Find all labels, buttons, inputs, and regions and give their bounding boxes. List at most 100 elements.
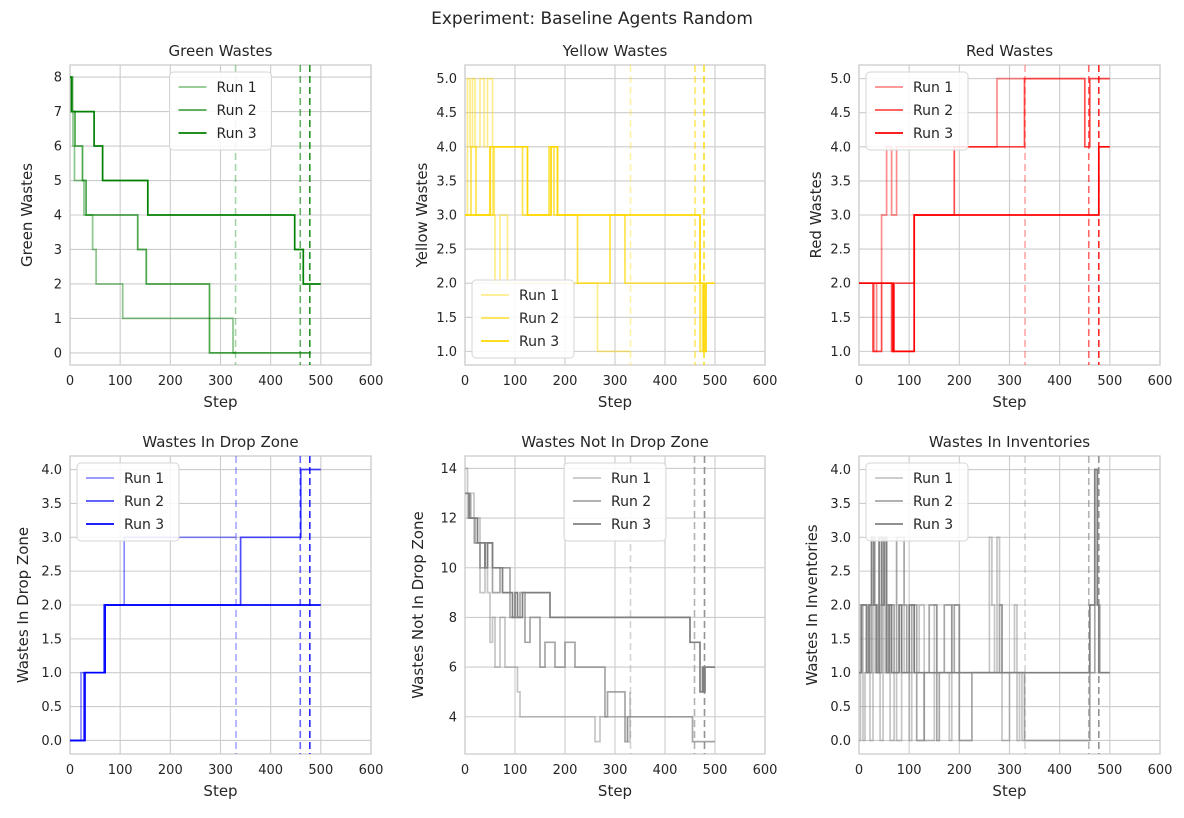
panel-5: 0 100 200 300 400 500 600 4 6 8 10 12 14 Wastes Not I… [409, 433, 777, 800]
panel-4-ytick-3: 1.5 [41, 632, 62, 647]
panel-1: 0 100 200 300 400 500 600 0 1 2 3 4 5 6 7 8 Green Wastes… [18, 42, 383, 411]
panel-6-xtick-6: 600 [1148, 763, 1173, 778]
panel-2-title: Yellow Wastes [562, 42, 668, 60]
panel-5-legend-label-2: Run 2 [611, 494, 651, 510]
panel-6-title: Wastes In Inventories [929, 433, 1090, 451]
panel-5-ytick-1: 6 [449, 661, 457, 676]
panel-6-legend-label-3: Run 3 [913, 517, 953, 533]
panel-6-xtick-0: 0 [855, 763, 863, 778]
panel-3-xlabel: Step [992, 393, 1026, 411]
panel-6-ylabel: Wastes In Inventories [803, 524, 821, 685]
panel-3-ytick-5: 3.5 [830, 174, 851, 189]
panel-3-title: Red Wastes [966, 42, 1053, 60]
panel-6-legend-label-2: Run 2 [913, 494, 953, 510]
panel-3-xtick-6: 600 [1148, 374, 1173, 389]
panel-4-ytick-4: 2.0 [41, 599, 62, 614]
panel-1-ytick-3: 3 [54, 243, 62, 258]
panel-4-xtick-3: 300 [208, 763, 233, 778]
panel-5-series-3-line [465, 492, 715, 693]
panel-2-legend-label-2: Run 2 [519, 311, 559, 327]
panel-1-series-3-line [70, 76, 321, 285]
panel-5-ytick-4: 12 [440, 512, 457, 527]
panel-3-ytick-8: 5.0 [830, 72, 851, 87]
panel-1-xtick-0: 0 [66, 374, 74, 389]
panel-2-xtick-1: 100 [503, 374, 528, 389]
panel-3-xtick-2: 200 [947, 374, 972, 389]
panel-6-ytick-3: 1.5 [830, 632, 851, 647]
panel-5-frame [464, 455, 766, 755]
panel-4-series-3-line [70, 604, 321, 742]
panel-2-legend-label-1: Run 1 [519, 288, 559, 304]
panel-2-xlabel: Step [598, 393, 632, 411]
panel-2-xtick-3: 300 [603, 374, 628, 389]
panel-3-ytick-2: 2.0 [830, 277, 851, 292]
panel-2-ytick-0: 1.0 [436, 345, 457, 360]
panel-6-ytick-0: 0.0 [830, 734, 851, 749]
panel-3-legend-box [865, 71, 969, 151]
panel-2-ytick-1: 1.5 [436, 311, 457, 326]
panel-5-legend-label-3: Run 3 [611, 517, 651, 533]
panel-2: 0 100 200 300 400 500 600 1.0 1.5 2.0 2.5 3.0 3.5 4.0… [413, 42, 777, 411]
panel-3-ytick-7: 4.5 [830, 106, 851, 121]
panel-3-ytick-1: 1.5 [830, 311, 851, 326]
panel-2-series-3-line [465, 145, 715, 353]
panel-2-legend-label-3: Run 3 [519, 334, 559, 350]
panel-1-legend-label-3: Run 3 [217, 126, 257, 142]
panel-4-legend-label-3: Run 3 [124, 517, 164, 533]
panel-1-legend-box [169, 71, 272, 151]
panel-6-ytick-7: 3.5 [830, 497, 851, 512]
panel-6: 0 100 200 300 400 500 600 0.0 0.5 1.0 1.5 2.0 2.5 3.0… [803, 433, 1172, 800]
panel-4-xtick-5: 500 [308, 763, 333, 778]
panel-5-ytick-3: 10 [440, 561, 457, 576]
panel-2-xtick-4: 400 [653, 374, 678, 389]
panel-2-ytick-5: 3.5 [436, 174, 457, 189]
panel-5-ytick-5: 14 [440, 462, 457, 477]
panel-3-xtick-5: 500 [1097, 374, 1122, 389]
panel-4-frame [69, 455, 372, 755]
panel-3-legend-label-1: Run 1 [913, 80, 953, 96]
panel-6-legend-box [865, 462, 969, 542]
panel-1-ytick-4: 4 [54, 209, 62, 224]
panel-4-ytick-8: 4.0 [41, 463, 62, 478]
panel-2-ytick-2: 2.0 [436, 277, 457, 292]
panel-1-ytick-6: 6 [54, 140, 62, 155]
panel-5-legend-label-1: Run 1 [611, 471, 651, 487]
panel-1-xtick-3: 300 [208, 374, 233, 389]
figure-suptitle: Experiment: Baseline Agents Random [431, 9, 753, 29]
panel-4-ytick-0: 0.0 [41, 734, 62, 749]
panel-2-xtick-6: 600 [753, 374, 778, 389]
panel-4-xtick-2: 200 [158, 763, 183, 778]
panel-4: 0 100 200 300 400 500 600 0.0 0.5 1.0 1.5 2.0 2.5 3.0… [14, 433, 383, 800]
panel-6-ytick-5: 2.5 [830, 565, 851, 580]
panel-3-xtick-4: 400 [1047, 374, 1072, 389]
panel-5-ytick-0: 4 [449, 710, 457, 725]
panel-1-series-group [70, 76, 321, 354]
panel-3-xtick-0: 0 [855, 374, 863, 389]
panel-2-legend-box [471, 279, 575, 359]
panel-4-legend-label-1: Run 1 [124, 471, 164, 487]
panel-2-ytick-6: 4.0 [436, 140, 457, 155]
panel-3-ytick-6: 4.0 [830, 140, 851, 155]
panel-3-frame [858, 64, 1161, 366]
panel-1-legend: Run 1 Run 2 Run 3 [169, 71, 272, 151]
panel-1-xtick-6: 600 [359, 374, 384, 389]
panel-2-xtick-2: 200 [553, 374, 578, 389]
panel-2-ytick-4: 3.0 [436, 209, 457, 224]
panel-3-legend-label-2: Run 2 [913, 103, 953, 119]
panel-3-ytick-3: 2.5 [830, 243, 851, 258]
panel-1-ytick-7: 7 [54, 105, 62, 120]
panel-3-ytick-4: 3.0 [830, 209, 851, 224]
panel-3: 0 100 200 300 400 500 600 1.0 1.5 2.0 2.5 3.0 3.5 4.0… [807, 42, 1172, 411]
panel-1-ytick-2: 2 [54, 277, 62, 292]
panel-5-xtick-0: 0 [461, 763, 469, 778]
panel-6-legend-label-1: Run 1 [913, 471, 953, 487]
panel-1-ytick-1: 1 [54, 312, 62, 327]
panel-6-ytick-2: 1.0 [830, 666, 851, 681]
panel-6-xtick-2: 200 [947, 763, 972, 778]
panel-5-xtick-1: 100 [503, 763, 528, 778]
panel-1-xtick-2: 200 [158, 374, 183, 389]
panel-4-ytick-1: 0.5 [41, 700, 62, 715]
panel-1-ytick-0: 0 [54, 346, 62, 361]
panel-5-xtick-4: 400 [653, 763, 678, 778]
panel-1-title: Green Wastes [169, 42, 273, 60]
